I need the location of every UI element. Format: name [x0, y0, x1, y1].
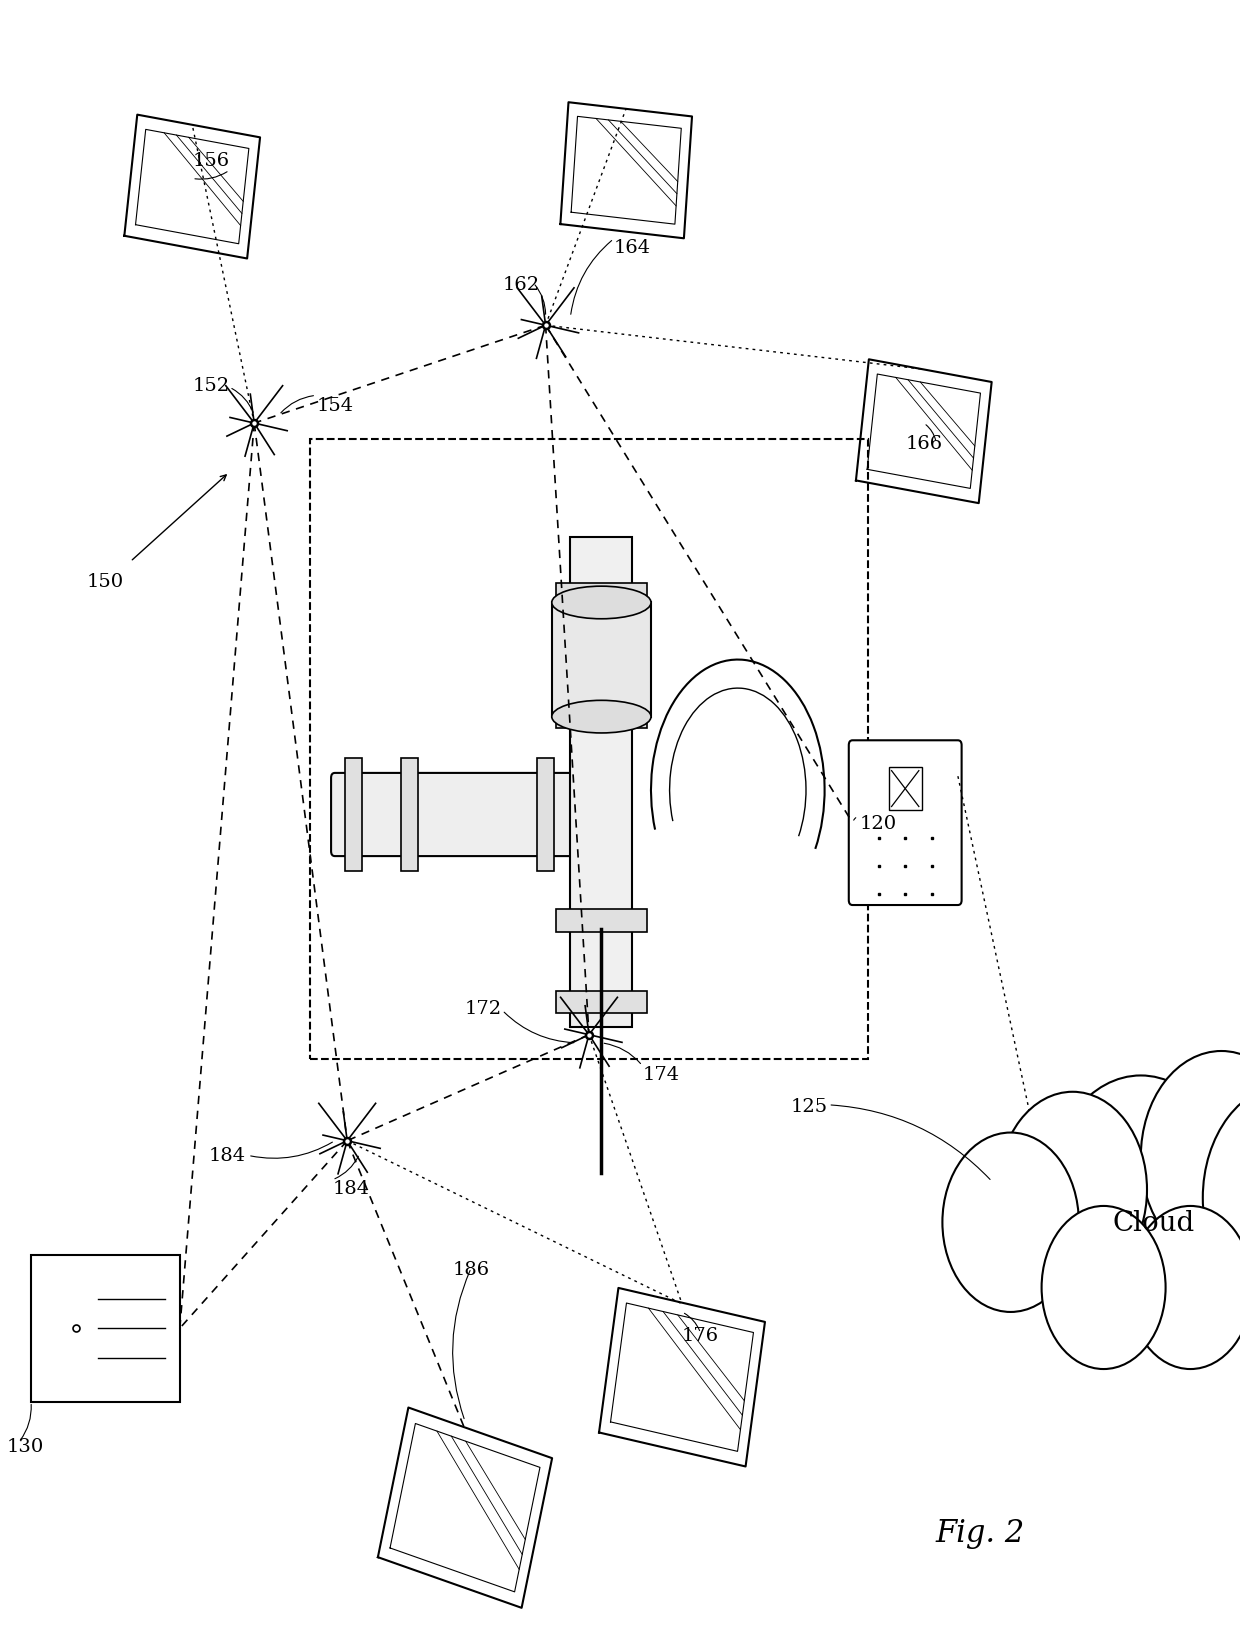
- FancyBboxPatch shape: [848, 740, 962, 906]
- Circle shape: [1203, 1084, 1240, 1312]
- Bar: [556, 706, 647, 729]
- Bar: [401, 760, 418, 870]
- Bar: [593, 760, 610, 870]
- Bar: [31, 1255, 180, 1402]
- Bar: [345, 760, 362, 870]
- Bar: [556, 991, 647, 1014]
- Bar: [310, 440, 868, 1060]
- Text: 184: 184: [332, 1178, 370, 1196]
- Circle shape: [998, 1092, 1147, 1288]
- Bar: [556, 910, 647, 932]
- Text: 152: 152: [192, 377, 229, 394]
- Bar: [537, 760, 554, 870]
- Text: 172: 172: [465, 999, 502, 1017]
- Circle shape: [942, 1133, 1079, 1312]
- Text: 184: 184: [208, 1146, 246, 1164]
- Text: 125: 125: [791, 1097, 828, 1115]
- Text: 120: 120: [859, 813, 897, 831]
- Text: 154: 154: [316, 396, 353, 414]
- Text: 166: 166: [905, 434, 942, 452]
- Bar: [889, 768, 921, 810]
- Text: 176: 176: [682, 1325, 719, 1343]
- Text: 130: 130: [6, 1436, 43, 1454]
- Circle shape: [1048, 1076, 1234, 1320]
- Bar: [552, 603, 651, 717]
- Text: 174: 174: [642, 1064, 680, 1082]
- Text: 164: 164: [614, 238, 651, 256]
- Circle shape: [1141, 1051, 1240, 1263]
- Text: 186: 186: [453, 1260, 490, 1278]
- Ellipse shape: [552, 587, 651, 619]
- Circle shape: [1042, 1206, 1166, 1369]
- Text: Fig. 2: Fig. 2: [935, 1516, 1024, 1548]
- Ellipse shape: [552, 701, 651, 734]
- Text: 162: 162: [502, 275, 539, 293]
- Text: 150: 150: [87, 572, 124, 590]
- Bar: [556, 584, 647, 606]
- FancyBboxPatch shape: [331, 774, 611, 857]
- Text: Cloud: Cloud: [1112, 1209, 1194, 1236]
- Circle shape: [1128, 1206, 1240, 1369]
- Bar: [570, 538, 632, 1027]
- Text: 156: 156: [192, 152, 229, 170]
